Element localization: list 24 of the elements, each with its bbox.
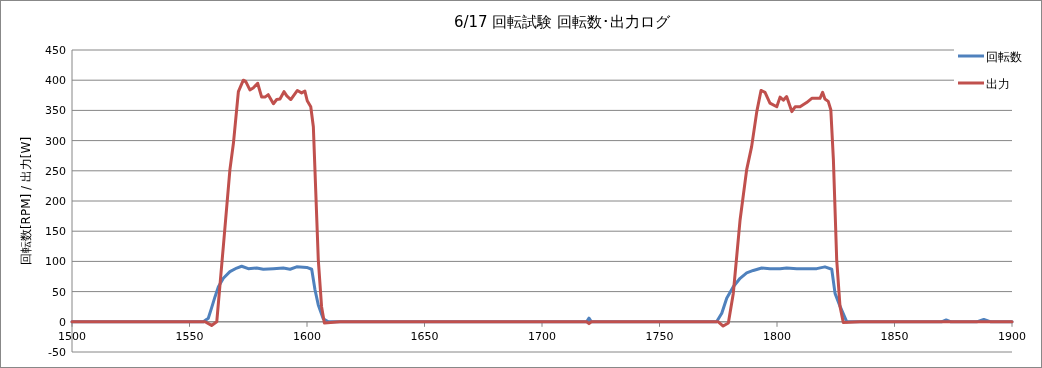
legend-label: 出力: [986, 77, 1010, 91]
y-tick-label: 0: [59, 315, 66, 329]
x-tick-label: 1550: [175, 329, 204, 343]
x-tick-label: 1700: [528, 329, 556, 343]
legend-label: 回転数: [986, 50, 1022, 64]
y-tick-label: 200: [45, 195, 66, 208]
y-tick-label: 300: [45, 134, 66, 148]
x-tick-label: 1800: [763, 329, 791, 343]
y-tick-label: 150: [45, 225, 66, 239]
y-tick-label: -50: [48, 346, 66, 359]
chart-title: 6/17 回転試験 回転数･出力ログ: [453, 13, 672, 31]
x-tick-label: 1650: [410, 329, 439, 343]
y-tick-label: 350: [45, 104, 66, 118]
y-tick-label: 400: [45, 74, 66, 88]
y-tick-label: 450: [45, 44, 66, 57]
x-tick-label: 1900: [998, 329, 1026, 343]
y-axis-title: 回転数[RPM] / 出力[W]: [19, 136, 33, 266]
x-tick-label: 1500: [58, 329, 86, 343]
x-tick-label: 1600: [293, 329, 321, 343]
y-tick-label: 50: [52, 285, 66, 299]
x-tick-label: 1750: [645, 329, 674, 343]
x-tick-label: 1850: [880, 329, 909, 343]
y-tick-label: 100: [45, 255, 66, 269]
y-tick-label: 250: [45, 164, 66, 178]
